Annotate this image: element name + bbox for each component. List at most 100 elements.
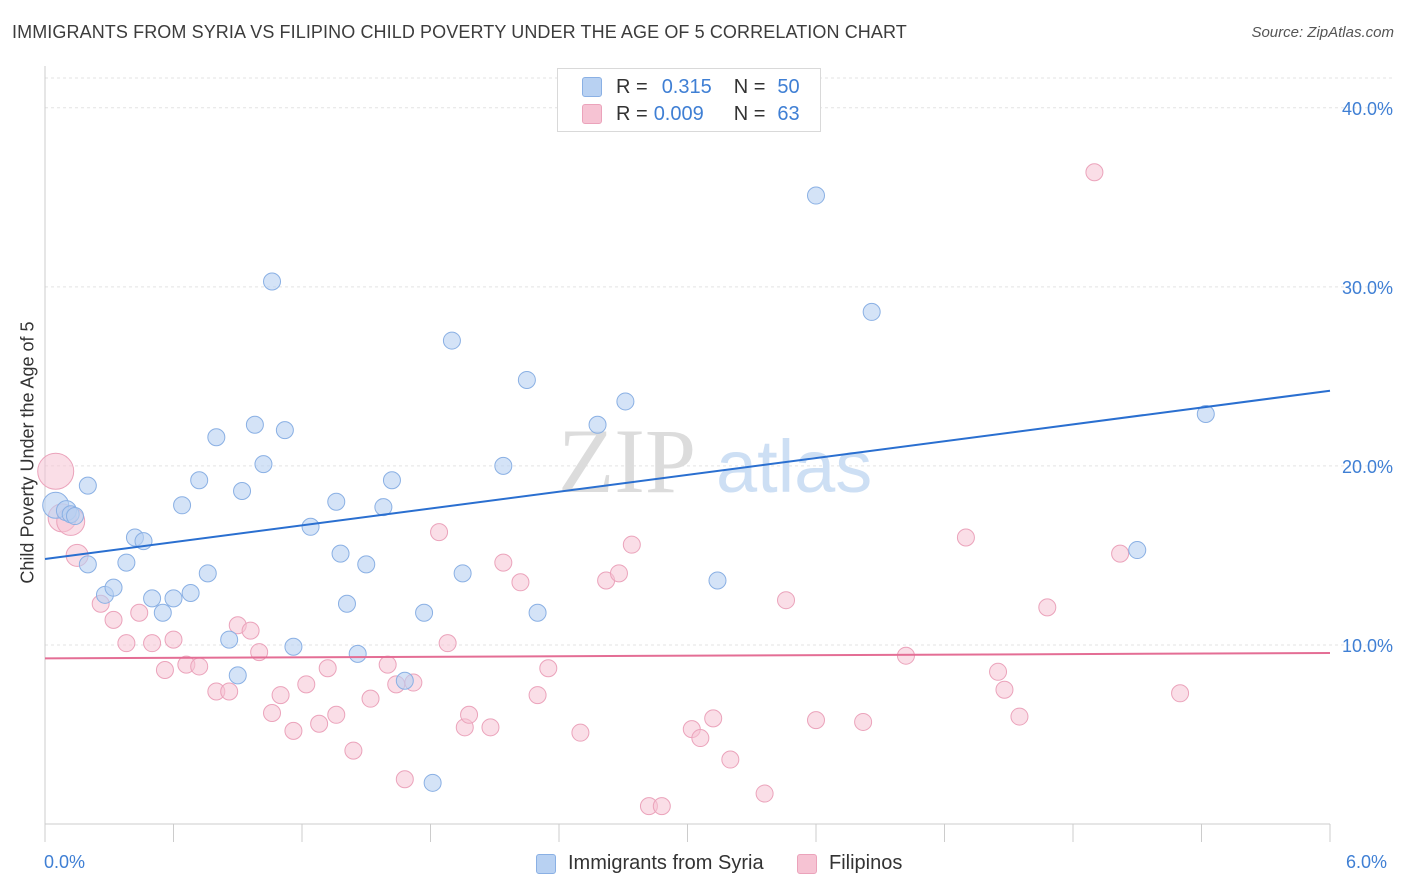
legend-item-filipinos[interactable]: Filipinos: [797, 852, 902, 875]
filipino-point: [430, 523, 449, 542]
syria-point: [190, 471, 209, 490]
syria-point: [415, 603, 434, 622]
filipino-point: [460, 705, 479, 724]
syria-point: [423, 773, 442, 792]
filipino-point: [130, 603, 149, 622]
filipino-point: [571, 723, 590, 742]
syria-point: [327, 492, 346, 511]
y-tick-label: 30.0%: [1342, 278, 1393, 298]
filipino-point: [622, 535, 641, 554]
y-tick-label: 20.0%: [1342, 457, 1393, 477]
filipino-point: [956, 528, 975, 547]
filipino-point: [777, 591, 796, 610]
syria-point: [104, 578, 123, 597]
filipino-point: [395, 770, 414, 789]
filipino-point: [220, 682, 239, 701]
filipino-point: [609, 564, 628, 583]
syria-point: [245, 415, 264, 434]
syria-point: [395, 671, 414, 690]
filipino-trend-line: [44, 652, 1331, 660]
n-label: N =: [733, 75, 766, 98]
syria-point: [301, 517, 320, 536]
filipino-point: [652, 797, 671, 816]
x-tick-label-min: 0.0%: [44, 852, 86, 872]
n-label: N =: [733, 102, 766, 125]
axes: [44, 66, 1331, 842]
filipino-point: [284, 721, 303, 740]
filipino-point: [263, 703, 282, 722]
r-label: R =: [616, 102, 648, 125]
syria-point: [233, 481, 252, 500]
syria-point: [173, 496, 192, 515]
syria-point: [517, 370, 536, 389]
filipino-point: [1085, 163, 1104, 182]
filipino-point: [310, 714, 329, 733]
syria-point: [708, 571, 727, 590]
filipino-point: [378, 655, 397, 674]
syria-point: [164, 589, 183, 608]
syria-point: [453, 564, 472, 583]
syria-point: [807, 186, 825, 205]
syria-point: [198, 564, 217, 583]
filipino-point: [1010, 707, 1029, 726]
filipino-point: [995, 680, 1014, 699]
watermark: ZIP atlas: [558, 410, 872, 512]
syria-point: [78, 555, 97, 574]
syria-point: [263, 272, 282, 291]
syria-point: [494, 456, 513, 475]
filipino-point: [327, 705, 346, 724]
syria-point: [181, 584, 200, 603]
filipino-swatch: [582, 104, 602, 124]
filipino-point: [539, 659, 558, 678]
syria-point: [382, 471, 401, 490]
syria-points: [42, 186, 1215, 792]
filipino-point: [297, 675, 316, 694]
grid-lines: [45, 77, 1392, 646]
watermark-atlas: atlas: [716, 425, 872, 508]
legend-label-filipinos: Filipinos: [829, 852, 903, 874]
syria-point: [442, 331, 461, 350]
syria-point: [348, 644, 367, 663]
n-value: 63: [777, 102, 800, 125]
y-tick-label: 10.0%: [1342, 636, 1393, 656]
filipino-point: [143, 634, 162, 653]
filipino-swatch: [797, 853, 817, 874]
syria-point: [1128, 541, 1147, 560]
filipino-point: [250, 643, 269, 662]
syria-point: [207, 428, 226, 447]
trend-lines: [44, 389, 1331, 660]
legend-item-syria[interactable]: Immigrants from Syria: [536, 852, 764, 875]
filipino-point: [318, 659, 337, 678]
syria-point: [862, 302, 881, 321]
y-axis-label: Child Poverty Under the Age of 5: [17, 321, 38, 584]
x-tick-label-max: 6.0%: [1346, 852, 1388, 872]
syria-trend-line: [44, 389, 1331, 561]
syria-point: [616, 392, 635, 411]
syria-point: [117, 553, 136, 572]
syria-point: [284, 637, 303, 656]
syria-point: [254, 455, 273, 474]
syria-point: [153, 603, 172, 622]
filipino-point: [1038, 598, 1057, 617]
syria-point: [331, 544, 350, 563]
r-label: R =: [616, 75, 648, 98]
syria-point: [357, 555, 376, 574]
y-tick-labels: 10.0% 20.0% 30.0% 40.0%: [1342, 99, 1393, 656]
n-value: 50: [777, 75, 800, 98]
syria-swatch: [582, 77, 602, 97]
syria-point: [220, 630, 239, 649]
filipino-point: [155, 661, 174, 680]
legend-label-syria: Immigrants from Syria: [568, 852, 764, 874]
filipino-point: [854, 712, 873, 731]
filipino-point: [241, 621, 260, 640]
filipino-point: [481, 718, 500, 737]
filipino-point: [721, 750, 740, 769]
filipino-point: [691, 729, 710, 748]
filipino-point: [528, 686, 547, 705]
r-value: 0.009: [653, 102, 704, 125]
r-value: 0.315: [661, 75, 712, 98]
syria-point: [337, 594, 356, 613]
filipino-point: [117, 634, 136, 653]
filipino-point: [190, 657, 209, 676]
